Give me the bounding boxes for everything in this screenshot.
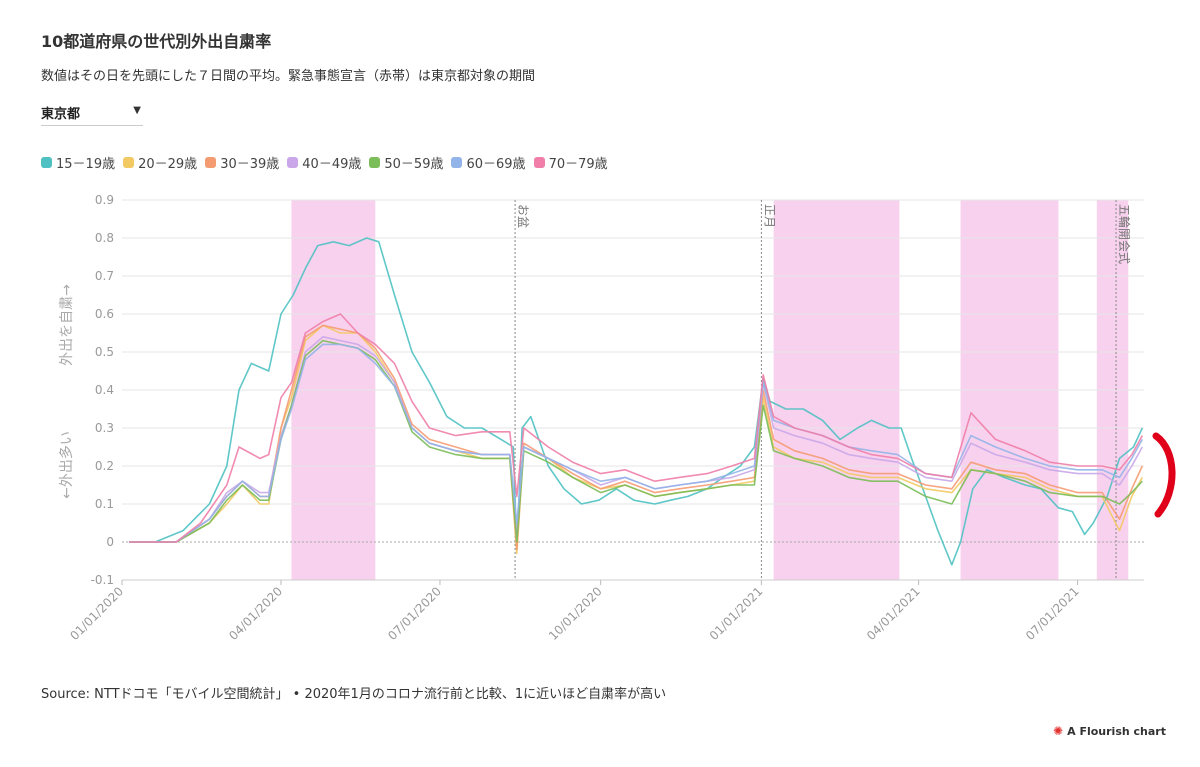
x-tick-label: 10/01/2020: [546, 584, 605, 643]
legend: 15－19歳 20－29歳 30－39歳 40－49歳 50－59歳 60－69歳 70－7…: [41, 153, 608, 172]
flourish-credit[interactable]: ✺ A Flourish chart: [1053, 724, 1166, 738]
event-label: お盆: [516, 204, 530, 228]
y-tick-label: 0.5: [95, 345, 114, 359]
flourish-logo-icon: ✺: [1053, 724, 1064, 738]
source-note: Source: NTTドコモ「モバイル空間統計」 • 2020年1月のコロナ流行…: [41, 687, 667, 702]
y-tick-label: 0.4: [95, 383, 114, 397]
y-axis-label-top: 外出を自粛→: [59, 284, 75, 366]
series-line: [129, 343, 1144, 543]
legend-item[interactable]: 20－29歳: [123, 153, 197, 172]
y-tick-label: -0.1: [91, 573, 114, 587]
legend-label: 70－79歳: [548, 157, 608, 172]
line-chart: -0.1 0 0.1 0.2 0.3 0.4 0.5 0.6 0.7 0.8 0.9 01/01/20…: [58, 193, 1144, 643]
event-label: 五輪開会式: [1117, 204, 1132, 264]
y-tick-label: 0.2: [95, 459, 114, 473]
y-tick-label: 0.7: [95, 269, 114, 283]
legend-item[interactable]: 70－79歳: [533, 153, 608, 172]
y-tick-label: 0.1: [95, 497, 114, 511]
y-tick-label: 0.6: [95, 307, 114, 321]
x-tick-label: 07/01/2020: [385, 584, 444, 643]
legend-label: 60－69歳: [466, 157, 526, 172]
legend-label: 15－19歳: [56, 157, 116, 172]
dropdown-selected-value: 東京都: [41, 107, 81, 122]
x-tick-label: 07/01/2021: [1023, 584, 1082, 643]
x-tick-label: 01/01/2020: [67, 584, 126, 643]
legend-item[interactable]: 60－69歳: [451, 153, 526, 172]
red-bracket-annotation: [1152, 432, 1176, 518]
legend-item[interactable]: 40－49歳: [287, 153, 361, 172]
legend-item[interactable]: 15－19歳: [41, 153, 115, 172]
chart-title: 10都道府県の世代別外出自粛率: [41, 32, 272, 51]
legend-label: 40－49歳: [302, 157, 362, 172]
y-tick-label: 0.9: [95, 193, 114, 207]
series-line: [129, 237, 1144, 566]
legend-label: 20－29歳: [138, 157, 198, 172]
y-tick-label: 0.3: [95, 421, 114, 435]
event-label: 正月: [762, 204, 776, 228]
series-line: [129, 313, 1144, 543]
legend-swatch: [451, 157, 463, 168]
legend-item[interactable]: 50－59歳: [369, 153, 443, 172]
x-tick-label: 01/01/2021: [707, 584, 766, 643]
legend-swatch: [287, 157, 299, 168]
x-tick-label: 04/01/2021: [864, 584, 923, 643]
x-tick-label: 04/01/2020: [226, 584, 285, 643]
series-line: [129, 339, 1143, 543]
legend-swatch: [205, 157, 217, 168]
legend-swatch: [533, 157, 545, 168]
prefecture-dropdown[interactable]: 東京都 ▼: [41, 99, 143, 126]
y-axis-label-bottom: ←外出多い: [58, 431, 75, 499]
credit-text: A Flourish chart: [1067, 724, 1166, 738]
y-tick-label: 0.8: [95, 231, 114, 245]
series-line: [129, 324, 1144, 551]
legend-item[interactable]: 30－39歳: [205, 153, 279, 172]
chevron-down-icon: ▼: [133, 105, 141, 116]
y-tick-label: 0: [106, 535, 114, 549]
legend-swatch: [369, 157, 381, 168]
legend-label: 30－39歳: [220, 157, 280, 172]
legend-swatch: [41, 157, 52, 168]
legend-swatch: [123, 157, 135, 168]
chart-subtitle: 数値はその日を先頭にした７日間の平均。緊急事態宣言（赤帯）は東京都対象の期間: [41, 69, 536, 84]
legend-label: 50－59歳: [384, 157, 444, 172]
